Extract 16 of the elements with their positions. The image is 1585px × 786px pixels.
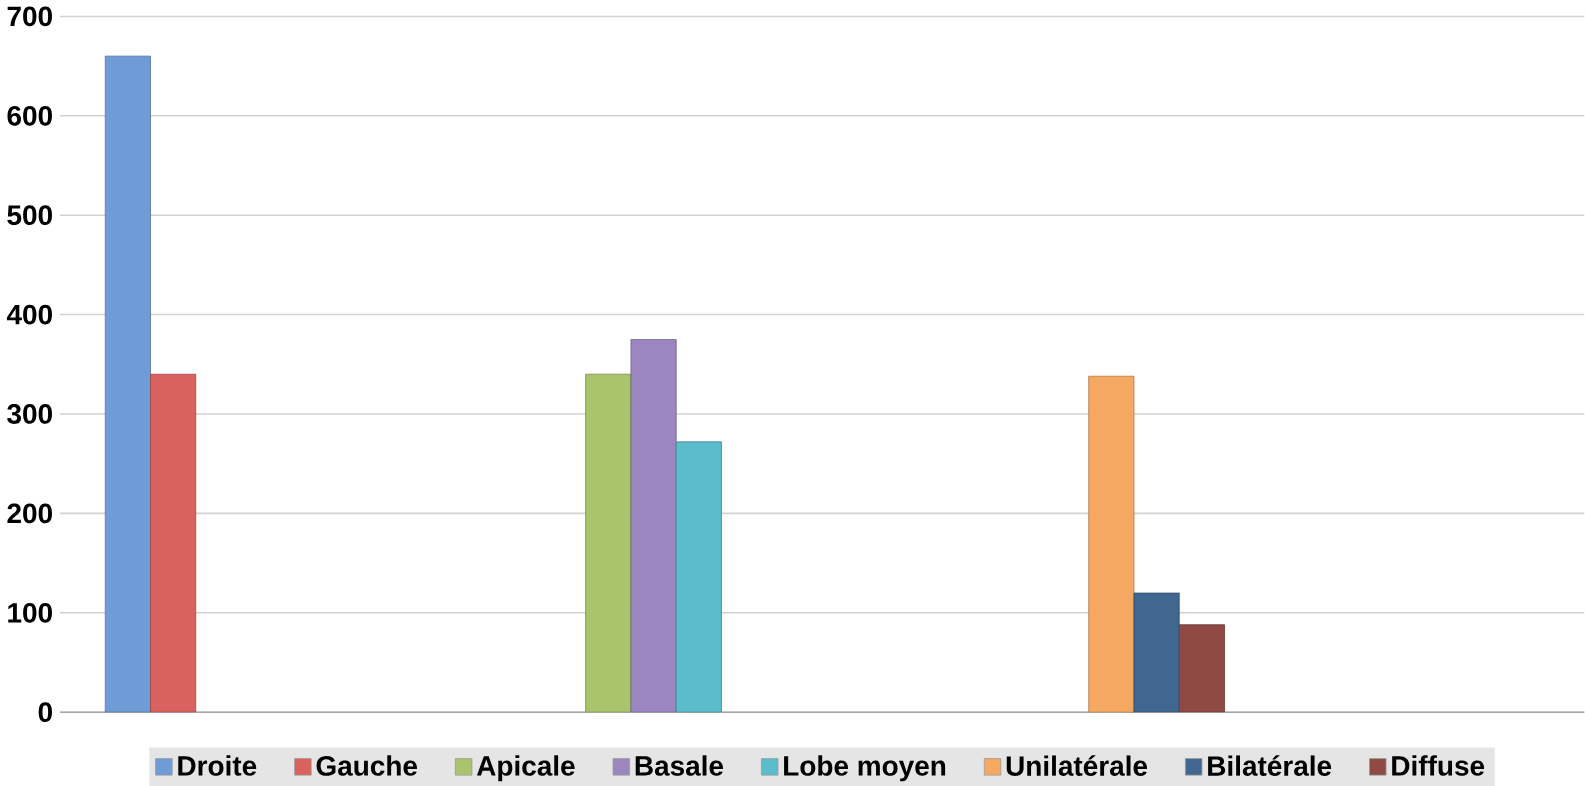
y-tick-label: 100	[8, 602, 52, 623]
legend-label: Apicale	[476, 755, 575, 782]
y-tick-label: 400	[6, 304, 52, 325]
legend-label: Bilatérale	[1208, 755, 1332, 776]
legend-label: Gauche	[316, 755, 417, 776]
legend-label: Unilatérale	[1006, 755, 1148, 776]
legend-label: Basale	[635, 755, 724, 776]
y-tick-label: 700	[7, 6, 52, 27]
y-tick-label: 200	[7, 503, 52, 524]
legend-label: Lobe moyen	[784, 755, 946, 782]
y-tick-label: 300	[7, 403, 52, 424]
y-tick-label: 500	[7, 205, 52, 225]
legend-label: Diffuse	[1392, 755, 1485, 776]
legend-label: Droite	[178, 755, 257, 776]
y-tick-label: 0	[38, 702, 52, 722]
y-tick-label: 600	[7, 105, 52, 126]
